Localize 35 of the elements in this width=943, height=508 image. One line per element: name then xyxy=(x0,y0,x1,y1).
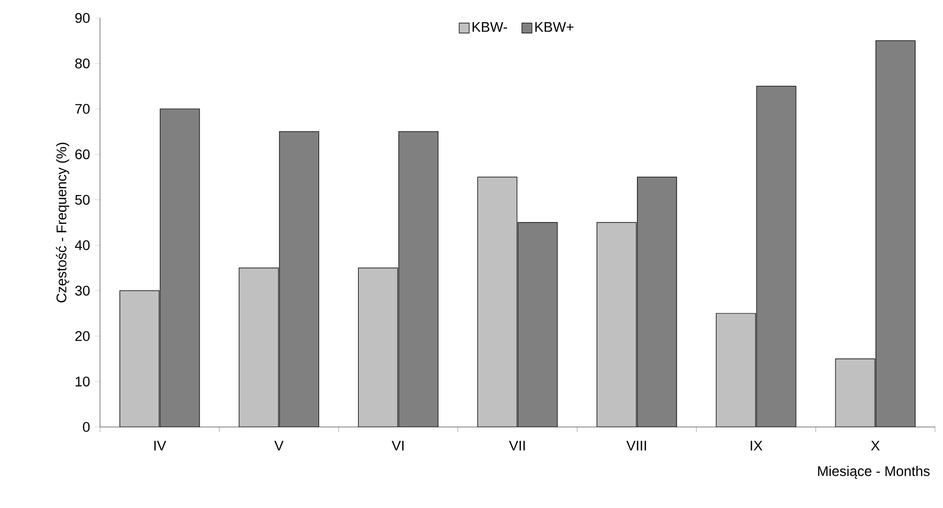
y-tick-label: 60 xyxy=(75,149,90,160)
y-tick-label: 50 xyxy=(75,194,90,205)
bar xyxy=(596,222,636,427)
bar xyxy=(518,222,558,427)
legend-label: KBW- xyxy=(472,22,508,32)
bar xyxy=(876,40,916,427)
bar xyxy=(756,86,796,427)
bar xyxy=(358,268,398,427)
y-tick-label: 10 xyxy=(76,376,90,386)
bar xyxy=(120,290,160,427)
y-tick-label: 80 xyxy=(75,58,90,68)
x-tick-label: VI xyxy=(392,440,404,450)
x-tick-label: V xyxy=(274,440,284,450)
x-tick-label: VIII xyxy=(626,440,646,450)
x-tick-label: X xyxy=(871,440,880,450)
bar xyxy=(398,132,438,427)
x-tick-label: IX xyxy=(750,440,762,450)
y-tick-label: 70 xyxy=(75,104,90,114)
x-tick-label: IV xyxy=(154,440,166,450)
bar xyxy=(637,177,677,427)
y-axis-title: Częstość - Frequency (%) xyxy=(56,142,70,302)
y-tick-label: 0 xyxy=(82,422,90,432)
bar xyxy=(239,268,278,427)
y-tick-label: 40 xyxy=(74,240,90,250)
legend-label: KBW+ xyxy=(535,22,574,32)
bar xyxy=(279,132,319,427)
bar xyxy=(478,177,518,427)
y-tick-label: 30 xyxy=(75,286,90,296)
y-tick-label: 20 xyxy=(75,331,90,342)
x-tick-label: VII xyxy=(509,440,525,450)
bar xyxy=(160,108,200,427)
x-axis-title: Miesiące - Months xyxy=(818,466,930,479)
bar xyxy=(716,313,756,427)
y-tick-label: 90 xyxy=(75,13,90,23)
bar xyxy=(835,358,876,427)
